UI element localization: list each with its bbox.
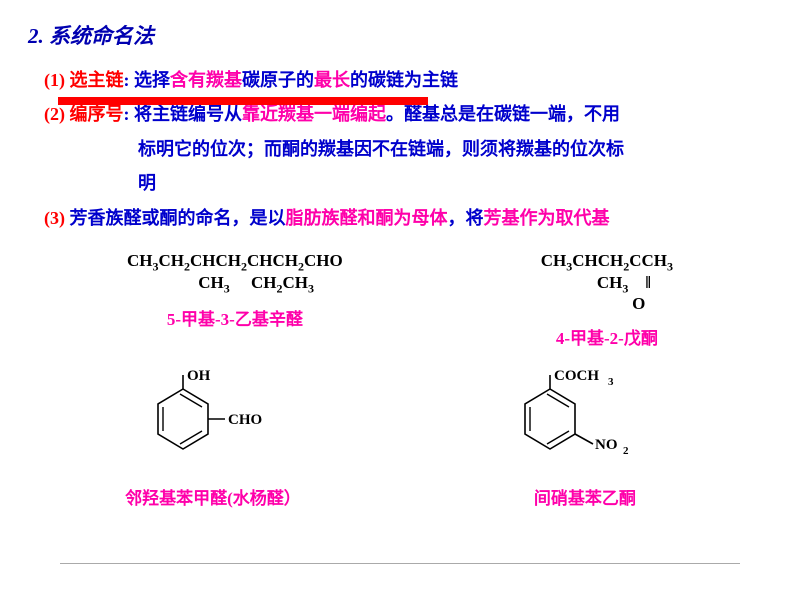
structural-formula: CH3CHCH2CCH3 CH3 ‖ O	[541, 252, 673, 314]
rule-index: (1)	[44, 70, 65, 90]
heading-number: 2.	[28, 24, 44, 48]
cho-label: CHO	[228, 412, 262, 428]
t1: 芳香族醛或酮的命名，是以	[65, 208, 286, 228]
key2: 最长	[314, 70, 350, 90]
benzene-structure: COCH 3 NO 2	[495, 369, 675, 469]
compound-name: 5-甲基-3-乙基辛醛	[127, 305, 343, 330]
rule-1: (1) 选主链: 选择含有羰基碳原子的最长的碳链为主链	[28, 64, 772, 96]
oh-label: OH	[187, 369, 211, 384]
key1: 脂肪族醛和酮为母体	[286, 208, 448, 228]
example-1: CH3CH2CHCH2CHCH2CHO CH3 CH2CH3 5-甲基-3-乙基…	[127, 252, 343, 349]
heading-text: 系统命名法	[49, 24, 154, 48]
examples-row-1: CH3CH2CHCH2CHCH2CHO CH3 CH2CH3 5-甲基-3-乙基…	[28, 252, 772, 349]
coch3-label: COCH	[554, 369, 599, 384]
no2-label: NO	[595, 437, 618, 453]
compound-name: 间硝基苯乙酮	[495, 484, 675, 509]
t1: 将主链编号从	[130, 104, 243, 124]
rule-2-line3: 明	[28, 167, 772, 199]
t3: 的碳链为主链	[350, 70, 458, 90]
rule-label: 编序号	[70, 104, 124, 124]
rule-label: 选主链	[70, 70, 124, 90]
structural-formula: CH3CH2CHCH2CHCH2CHO CH3 CH2CH3	[127, 252, 343, 295]
key2: 芳基作为取代基	[484, 208, 610, 228]
coch3-sub: 3	[608, 376, 614, 388]
compound-name: 4-甲基-2-戊酮	[541, 324, 673, 349]
footer-rule	[60, 563, 740, 564]
no2-sub: 2	[623, 445, 629, 457]
example-4: COCH 3 NO 2 间硝基苯乙酮	[495, 369, 675, 509]
examples-row-2: OH CHO 邻羟基苯甲醛(水杨醛） COCH 3 NO 2 间硝基苯乙酮	[28, 369, 772, 509]
t2: 碳原子的	[242, 70, 314, 90]
key1: 靠近羰基一端编起	[242, 104, 386, 124]
t1: 选择	[130, 70, 171, 90]
example-2: CH3CHCH2CCH3 CH3 ‖ O 4-甲基-2-戊酮	[541, 252, 673, 349]
benzene-structure: OH CHO	[133, 369, 293, 469]
t2: ，将	[448, 208, 484, 228]
example-3: OH CHO 邻羟基苯甲醛(水杨醛）	[125, 369, 301, 509]
section-heading: 2. 系统命名法	[28, 20, 772, 50]
rule-index: (3)	[44, 208, 65, 228]
rule-index: (2)	[44, 104, 65, 124]
t2: 。醛基总是在碳链一端，不用	[386, 104, 620, 124]
rule-2-line2: 标明它的位次；而酮的羰基因不在链端，则须将羰基的位次标	[28, 133, 772, 165]
underline-bar	[58, 97, 428, 105]
rule-3: (3) 芳香族醛或酮的命名，是以脂肪族醛和酮为母体，将芳基作为取代基	[28, 202, 772, 234]
compound-name: 邻羟基苯甲醛(水杨醛）	[125, 484, 301, 509]
key1: 含有羰基	[170, 70, 242, 90]
